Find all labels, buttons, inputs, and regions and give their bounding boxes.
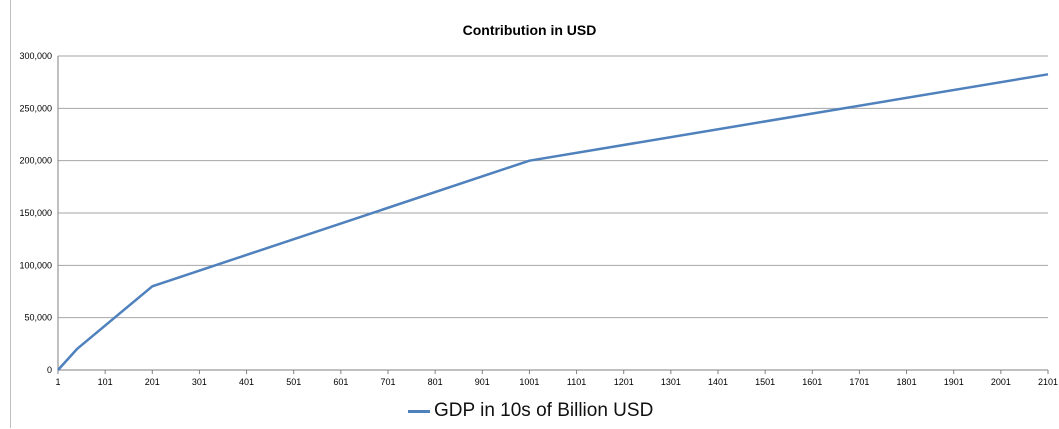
x-tick-label: 401 bbox=[239, 377, 254, 387]
chart-title: Contribution in USD bbox=[462, 22, 597, 38]
x-tick-label: 601 bbox=[333, 377, 348, 387]
x-tick-label: 801 bbox=[428, 377, 443, 387]
x-tick-label: 1401 bbox=[708, 377, 728, 387]
legend-label: GDP in 10s of Billion USD bbox=[434, 400, 654, 421]
x-tick-label: 1901 bbox=[944, 377, 964, 387]
y-tick-label: 150,000 bbox=[19, 208, 52, 218]
x-tick-label: 2001 bbox=[991, 377, 1011, 387]
x-tick-label: 201 bbox=[145, 377, 160, 387]
x-tick-label: 701 bbox=[380, 377, 395, 387]
x-axis-ticks: 1 101 201 301 401 501 601 701 801 901 1001 1101 1201… bbox=[55, 370, 1058, 387]
x-tick-label: 1001 bbox=[519, 377, 539, 387]
y-tick-label: 50,000 bbox=[24, 313, 52, 323]
legend: GDP in 10s of Billion USD bbox=[408, 400, 653, 422]
x-tick-label: 1201 bbox=[614, 377, 634, 387]
y-axis-ticks: 0 50,000 100,000 150,000 200,000 250,000 300,0… bbox=[19, 51, 52, 375]
y-tick-label: 100,000 bbox=[19, 260, 52, 270]
x-tick-label: 901 bbox=[475, 377, 490, 387]
x-tick-label: 301 bbox=[192, 377, 207, 387]
legend-line-swatch bbox=[408, 409, 430, 413]
x-tick-label: 101 bbox=[98, 377, 113, 387]
line-chart: 0 50,000 100,000 150,000 200,000 250,000 300,0… bbox=[19, 51, 1058, 387]
x-tick-label: 501 bbox=[286, 377, 301, 387]
y-tick-label: 300,000 bbox=[19, 51, 52, 61]
x-tick-label: 1801 bbox=[897, 377, 917, 387]
y-tick-label: 200,000 bbox=[19, 156, 52, 166]
y-tick-label: 0 bbox=[47, 365, 52, 375]
series-group bbox=[57, 73, 1049, 371]
x-tick-label: 1101 bbox=[567, 377, 586, 387]
x-tick-label: 1501 bbox=[755, 377, 775, 387]
series-line bbox=[57, 73, 1049, 371]
chart-frame bbox=[10, 0, 1058, 428]
x-tick-label: 2101 bbox=[1038, 377, 1058, 387]
y-tick-label: 250,000 bbox=[19, 103, 52, 113]
gridlines bbox=[57, 55, 1048, 371]
x-tick-label: 1301 bbox=[661, 377, 681, 387]
x-tick-label: 1601 bbox=[802, 377, 822, 387]
x-tick-label: 1701 bbox=[849, 377, 869, 387]
x-tick-label: 1 bbox=[55, 377, 60, 387]
